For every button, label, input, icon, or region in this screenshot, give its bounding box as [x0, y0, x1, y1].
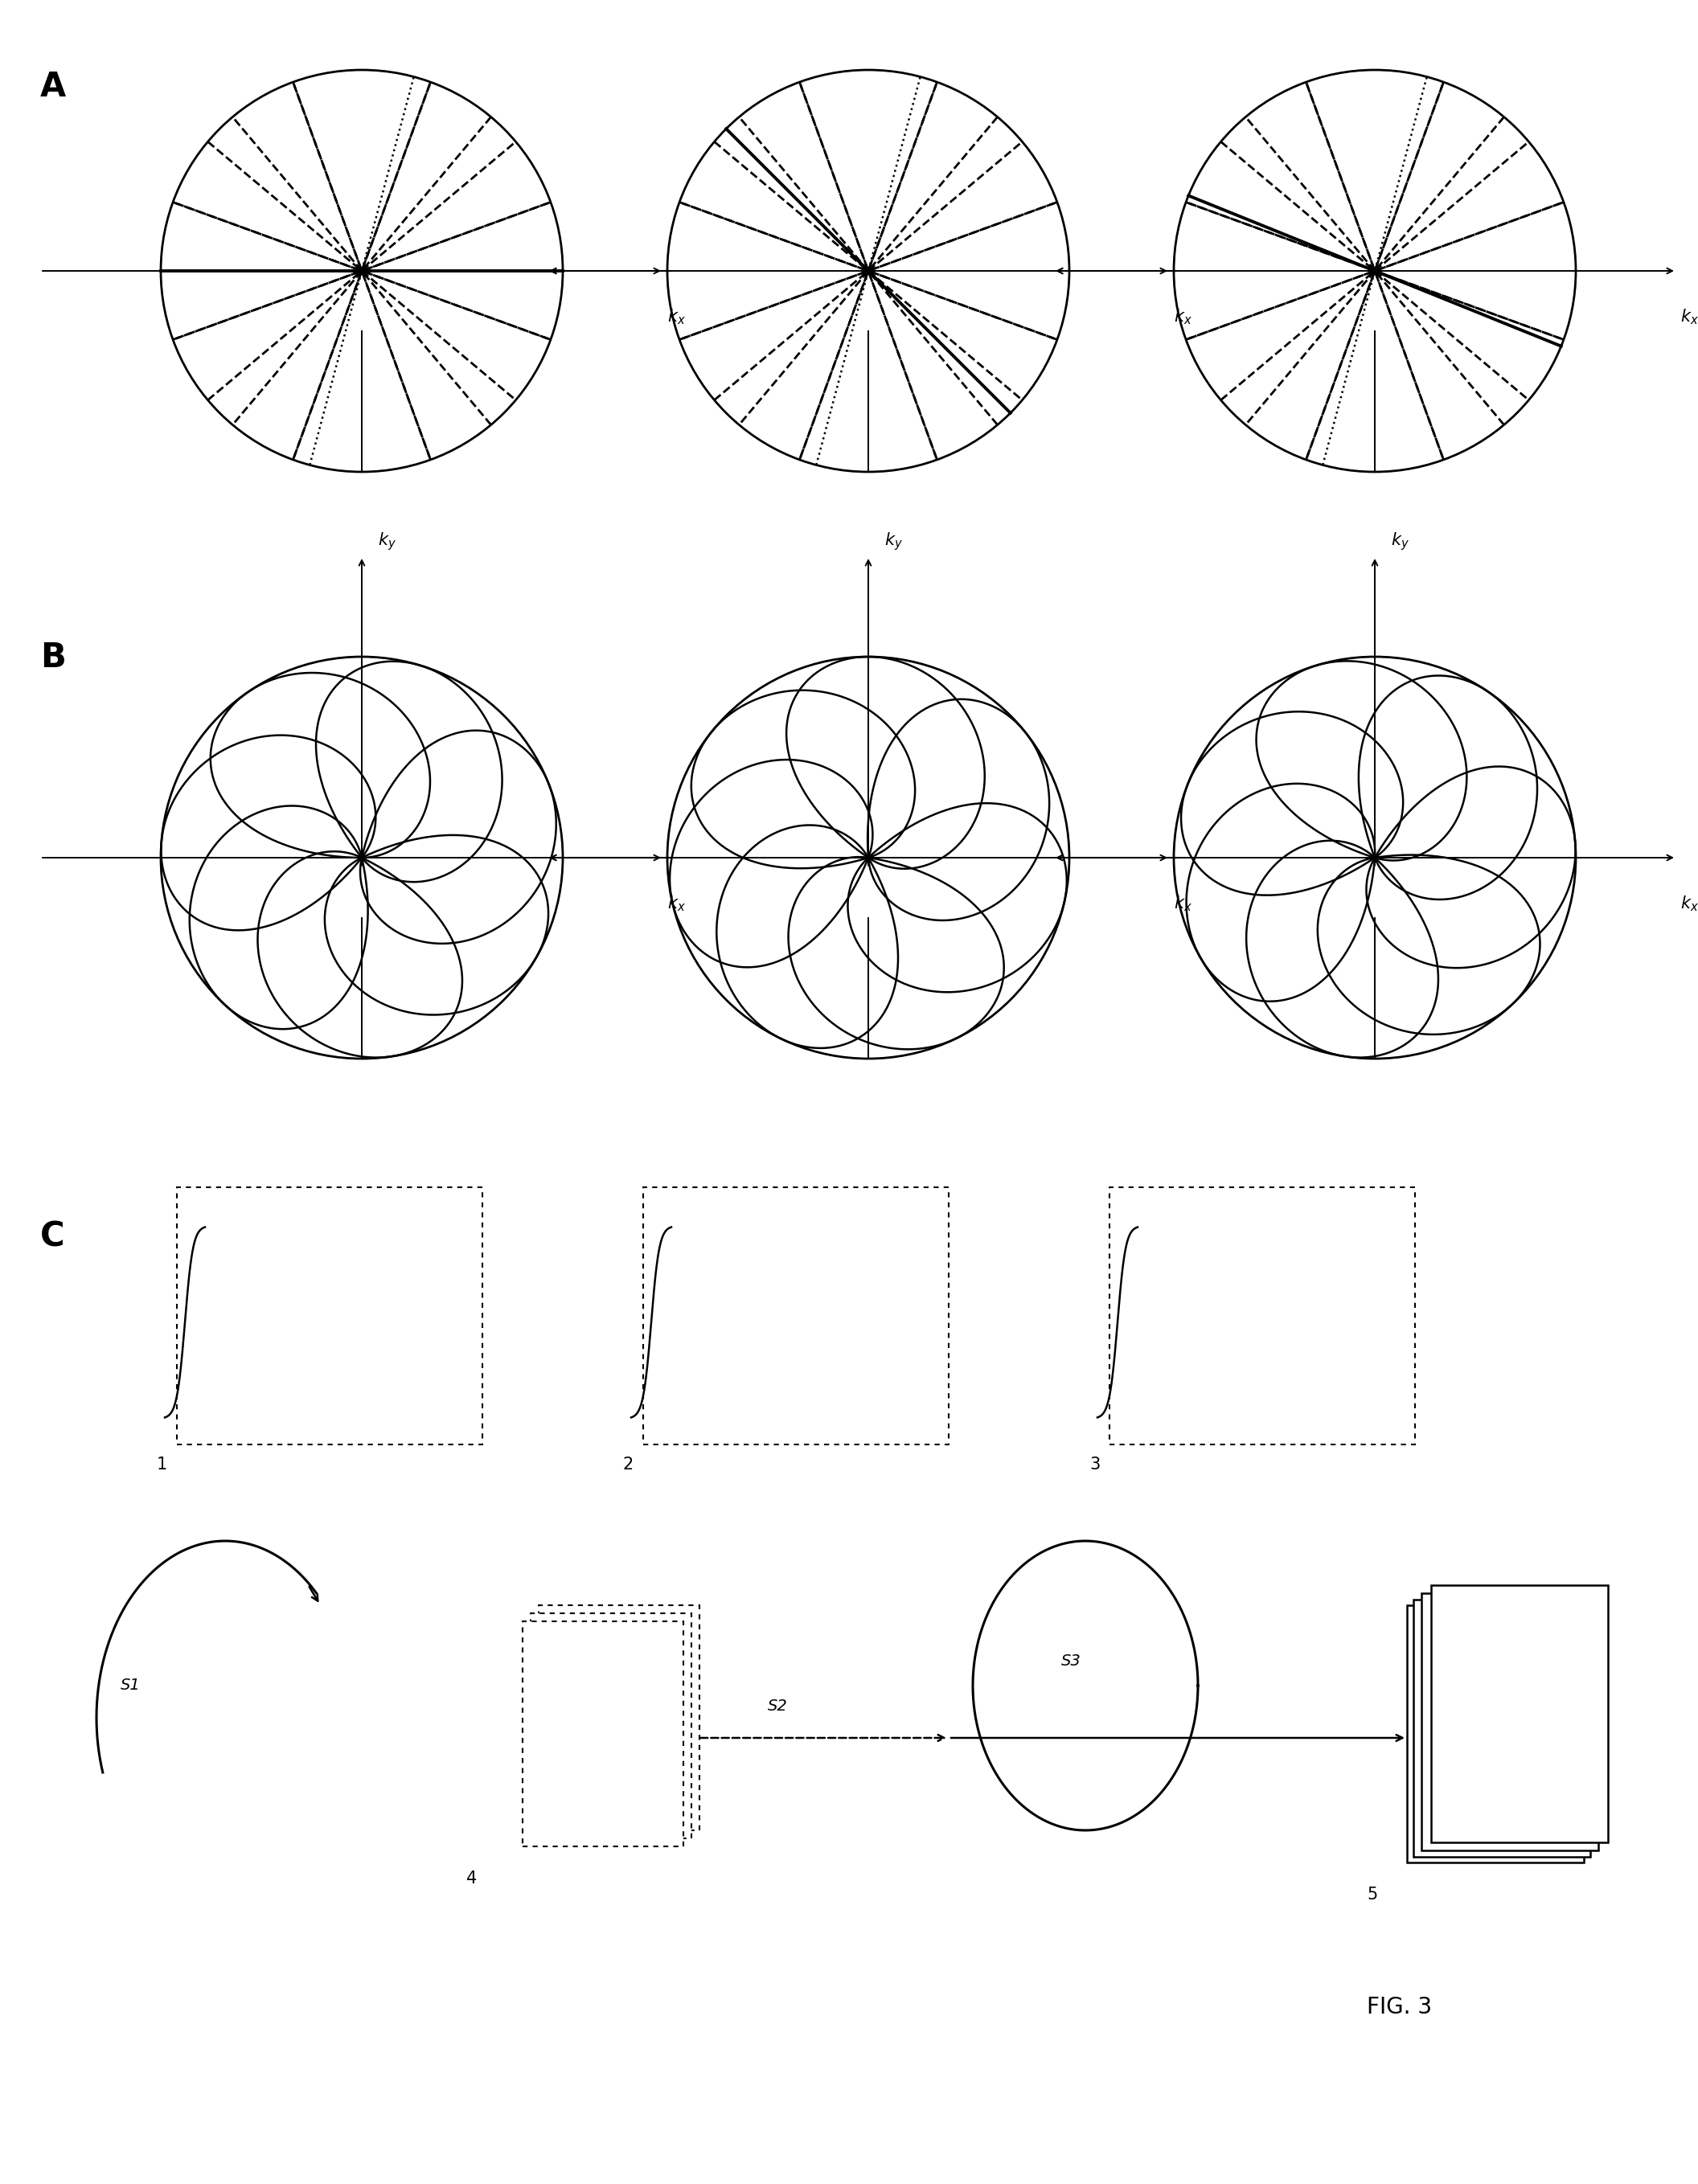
Text: $k_x$: $k_x$	[1173, 893, 1192, 913]
Text: C: C	[41, 1219, 65, 1254]
Bar	[1431, 1586, 1608, 1843]
Text: S1: S1	[121, 1677, 141, 1693]
Text: $k_y$: $k_y$	[1391, 531, 1409, 553]
Bar	[538, 1605, 700, 1830]
Text: $k_x$: $k_x$	[1173, 308, 1192, 325]
Bar	[530, 1614, 691, 1839]
Bar	[1408, 1605, 1584, 1863]
Bar	[644, 1188, 949, 1444]
Text: $k_x$: $k_x$	[667, 308, 686, 325]
Text: S2: S2	[767, 1699, 788, 1714]
Text: $k_y$: $k_y$	[379, 531, 396, 553]
Text: 3: 3	[1090, 1457, 1100, 1472]
Bar	[1421, 1592, 1598, 1850]
Text: $k_x$: $k_x$	[1681, 308, 1698, 325]
Bar	[1109, 1188, 1414, 1444]
Text: 4: 4	[467, 1870, 477, 1887]
Text: $k_x$: $k_x$	[667, 893, 686, 913]
Text: 1: 1	[156, 1457, 168, 1472]
Text: S3: S3	[1061, 1653, 1082, 1669]
Text: B: B	[41, 640, 66, 675]
Text: 2: 2	[623, 1457, 633, 1472]
Text: 5: 5	[1367, 1887, 1377, 1902]
Bar	[177, 1188, 482, 1444]
Text: A: A	[41, 70, 66, 103]
Text: $k_x$: $k_x$	[1681, 893, 1698, 913]
Bar	[1413, 1599, 1591, 1856]
Bar	[523, 1621, 683, 1845]
Text: FIG. 3: FIG. 3	[1367, 1996, 1431, 2018]
Text: $k_y$: $k_y$	[885, 531, 903, 553]
